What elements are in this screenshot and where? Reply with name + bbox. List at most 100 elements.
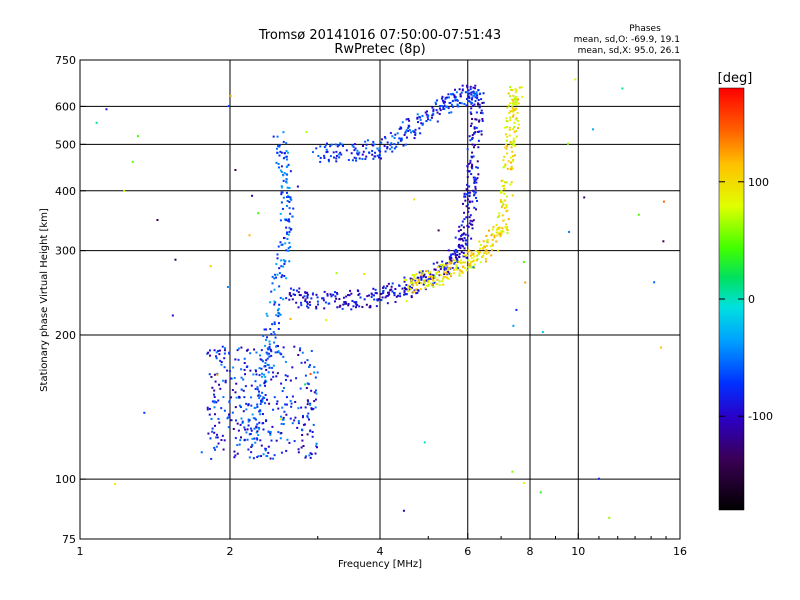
data-point <box>416 288 419 291</box>
data-point <box>465 216 468 219</box>
data-point <box>285 181 288 184</box>
data-point <box>472 219 475 222</box>
data-point <box>275 345 278 348</box>
data-point <box>384 296 387 299</box>
data-point <box>282 174 285 177</box>
data-point <box>325 148 328 151</box>
data-point <box>474 208 477 211</box>
data-point <box>304 456 307 459</box>
data-point <box>480 98 483 101</box>
data-point <box>468 185 471 188</box>
data-point <box>306 382 309 385</box>
data-point <box>258 421 261 424</box>
data-point <box>461 220 464 223</box>
data-point <box>421 114 424 117</box>
data-point <box>287 249 290 252</box>
data-point <box>513 108 516 111</box>
data-point <box>471 143 474 146</box>
data-point <box>383 136 386 139</box>
data-point <box>476 254 479 257</box>
data-point <box>513 97 516 100</box>
data-point <box>450 253 453 256</box>
data-point <box>213 393 216 396</box>
data-point <box>413 198 416 201</box>
data-point <box>419 132 422 135</box>
data-point <box>213 400 216 403</box>
data-point <box>350 292 353 295</box>
data-point <box>512 155 515 158</box>
data-point <box>460 251 463 254</box>
data-point <box>257 426 260 429</box>
data-point <box>447 96 450 99</box>
data-point <box>470 98 473 101</box>
data-point <box>427 284 430 287</box>
data-point <box>300 446 303 449</box>
data-point <box>267 445 270 448</box>
data-point <box>466 165 469 168</box>
data-point <box>347 293 350 296</box>
data-point <box>491 244 494 247</box>
data-point <box>404 131 407 134</box>
data-point <box>338 298 341 301</box>
data-point <box>316 300 319 303</box>
data-point <box>264 449 267 452</box>
data-point <box>215 351 218 354</box>
data-point <box>408 129 411 132</box>
data-point <box>264 379 267 382</box>
data-point <box>477 89 480 92</box>
data-point <box>259 409 262 412</box>
data-point <box>492 225 495 228</box>
data-point <box>499 235 502 238</box>
data-point <box>375 292 378 295</box>
data-point <box>280 201 283 204</box>
data-point <box>412 284 415 287</box>
data-point <box>376 147 379 150</box>
data-point <box>574 78 577 81</box>
data-point <box>382 286 385 289</box>
data-point <box>351 159 354 162</box>
chart-subtitle: RwPretec (8p) <box>334 42 425 57</box>
data-point <box>289 196 292 199</box>
data-point <box>286 151 289 154</box>
data-point <box>468 92 471 95</box>
data-point <box>264 394 267 397</box>
data-point <box>255 418 258 421</box>
data-point <box>344 300 347 303</box>
data-point <box>279 241 282 244</box>
data-point <box>290 294 293 297</box>
data-point <box>232 427 235 430</box>
data-point <box>462 251 465 254</box>
data-point <box>270 290 273 293</box>
data-point <box>291 298 294 301</box>
data-point <box>470 91 473 94</box>
data-point <box>394 133 397 136</box>
data-point <box>505 119 508 122</box>
data-point <box>350 152 353 155</box>
data-point <box>405 293 408 296</box>
data-point <box>114 483 117 486</box>
data-point <box>434 103 437 106</box>
data-point <box>390 285 393 288</box>
data-point <box>275 439 278 442</box>
data-point <box>491 238 494 241</box>
data-point <box>211 386 214 389</box>
data-point <box>209 349 212 352</box>
data-point <box>475 92 478 95</box>
data-point <box>238 443 241 446</box>
data-point <box>473 126 476 129</box>
data-point <box>270 350 273 353</box>
data-point <box>217 399 220 402</box>
data-point <box>457 267 460 270</box>
data-point <box>478 106 481 109</box>
stats-o-line: mean, sd,O: -69.9, 19.1 <box>574 35 680 45</box>
data-point <box>341 145 344 148</box>
data-point <box>423 273 426 276</box>
data-point <box>280 191 283 194</box>
data-point <box>336 145 339 148</box>
data-point <box>309 402 312 405</box>
data-point <box>365 147 368 150</box>
data-point <box>466 148 469 151</box>
data-point <box>254 380 257 383</box>
data-point <box>496 227 499 230</box>
data-point <box>364 140 367 143</box>
